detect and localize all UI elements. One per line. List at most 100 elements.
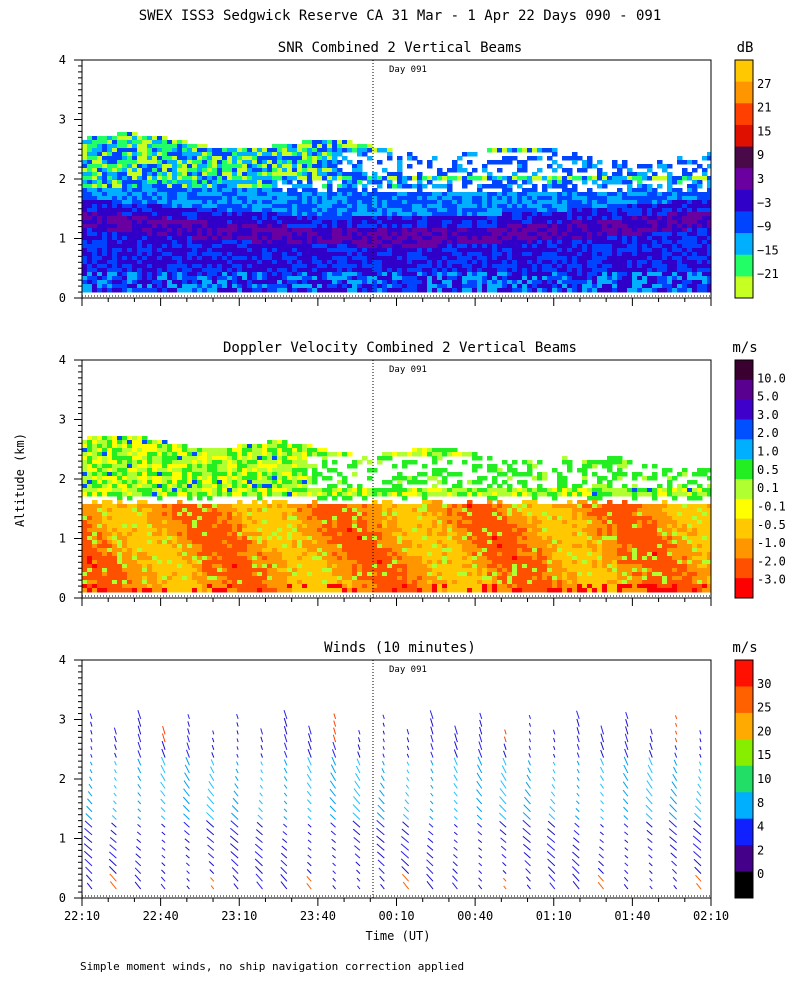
snr-cell bbox=[592, 260, 598, 265]
snr-cell bbox=[477, 212, 483, 217]
snr-cell bbox=[537, 272, 543, 277]
snr-cell bbox=[262, 280, 268, 285]
snr-cell bbox=[257, 188, 263, 193]
snr-cell bbox=[217, 252, 223, 257]
snr-cell bbox=[397, 276, 403, 281]
doppler-cell bbox=[127, 460, 133, 465]
snr-cell bbox=[432, 236, 438, 241]
snr-cell bbox=[292, 256, 298, 261]
snr-cell bbox=[702, 272, 708, 277]
snr-cell bbox=[152, 248, 158, 253]
snr-cell bbox=[162, 204, 168, 209]
snr-cell bbox=[237, 268, 243, 273]
snr-cell bbox=[597, 196, 603, 201]
snr-cell bbox=[527, 244, 533, 249]
snr-cell bbox=[612, 268, 618, 273]
snr-cell bbox=[417, 184, 423, 189]
doppler-cell bbox=[187, 472, 193, 477]
snr-cell bbox=[182, 148, 188, 153]
snr-cell bbox=[562, 208, 568, 213]
snr-cell bbox=[682, 248, 688, 253]
snr-cell bbox=[167, 188, 173, 193]
snr-cell bbox=[492, 160, 498, 165]
snr-cell bbox=[662, 260, 668, 265]
snr-cell bbox=[552, 196, 558, 201]
doppler-cell bbox=[127, 552, 133, 557]
doppler-cell bbox=[82, 492, 88, 497]
doppler-cell bbox=[162, 544, 168, 549]
snr-cell bbox=[552, 224, 558, 229]
snr-cell bbox=[377, 160, 383, 165]
snr-cell bbox=[122, 220, 128, 225]
snr-cell bbox=[132, 192, 138, 197]
snr-cell bbox=[597, 256, 603, 261]
doppler-cell bbox=[132, 544, 138, 549]
snr-cell bbox=[192, 260, 198, 265]
snr-cell bbox=[567, 236, 573, 241]
snr-cell bbox=[257, 196, 263, 201]
snr-cell bbox=[382, 272, 388, 277]
doppler-cell bbox=[162, 492, 168, 497]
snr-cell bbox=[412, 196, 418, 201]
doppler-cell bbox=[117, 476, 123, 481]
snr-cell bbox=[362, 284, 368, 289]
snr-cell bbox=[552, 268, 558, 273]
doppler-cell bbox=[87, 568, 93, 573]
snr-cell bbox=[267, 180, 273, 185]
snr-cell bbox=[622, 196, 628, 201]
snr-cell bbox=[642, 196, 648, 201]
doppler-cell bbox=[167, 568, 173, 573]
snr-cell bbox=[232, 276, 238, 281]
snr-cell bbox=[182, 160, 188, 165]
snr-cell bbox=[587, 220, 593, 225]
snr-cell bbox=[407, 156, 413, 161]
snr-cell bbox=[487, 256, 493, 261]
snr-cell bbox=[627, 288, 633, 293]
snr-cell bbox=[162, 156, 168, 161]
snr-cell bbox=[482, 256, 488, 261]
snr-cell bbox=[677, 236, 683, 241]
snr-cell bbox=[327, 260, 333, 265]
snr-cell bbox=[562, 196, 568, 201]
snr-cell bbox=[562, 156, 568, 161]
snr-cell bbox=[307, 152, 313, 157]
snr-cell bbox=[257, 172, 263, 177]
snr-cell bbox=[582, 196, 588, 201]
snr-cell bbox=[532, 224, 538, 229]
snr-cell bbox=[137, 176, 143, 181]
snr-cell bbox=[602, 180, 608, 185]
snr-cell bbox=[227, 200, 233, 205]
doppler-cell bbox=[107, 532, 113, 537]
snr-cell bbox=[477, 264, 483, 269]
snr-cell bbox=[167, 148, 173, 153]
doppler-cell bbox=[157, 568, 163, 573]
snr-cell bbox=[337, 168, 343, 173]
doppler-cell bbox=[122, 524, 128, 529]
snr-cell bbox=[342, 288, 348, 293]
snr-cell bbox=[422, 224, 428, 229]
doppler-cell bbox=[102, 556, 108, 561]
doppler-cell bbox=[127, 568, 133, 573]
doppler-cell bbox=[152, 552, 158, 557]
snr-cell bbox=[697, 224, 703, 229]
snr-cell bbox=[87, 284, 93, 289]
snr-cell bbox=[537, 156, 543, 161]
snr-cell bbox=[397, 220, 403, 225]
doppler-cell bbox=[142, 484, 148, 489]
snr-cell bbox=[572, 244, 578, 249]
snr-cell bbox=[127, 152, 133, 157]
snr-cell bbox=[392, 204, 398, 209]
snr-cell bbox=[442, 204, 448, 209]
snr-cell bbox=[262, 240, 268, 245]
doppler-cell bbox=[147, 516, 153, 521]
snr-cell bbox=[287, 272, 293, 277]
snr-cell bbox=[267, 188, 273, 193]
snr-cell bbox=[347, 204, 353, 209]
snr-cell bbox=[332, 272, 338, 277]
snr-cell bbox=[617, 200, 623, 205]
snr-cell bbox=[627, 180, 633, 185]
snr-cell bbox=[107, 216, 113, 221]
snr-cell bbox=[117, 144, 123, 149]
snr-cell bbox=[137, 160, 143, 165]
snr-cell bbox=[227, 288, 233, 293]
